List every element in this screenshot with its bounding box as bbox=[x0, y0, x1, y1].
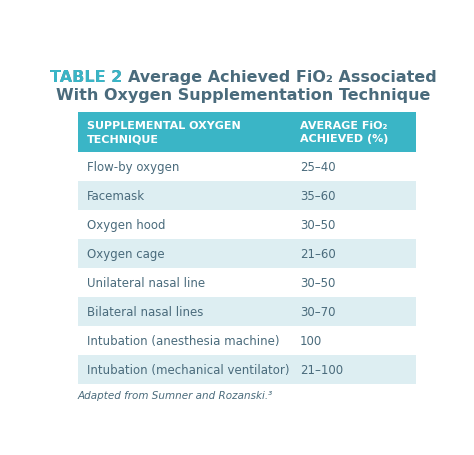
Bar bbox=[78, 182, 416, 211]
Text: Oxygen cage: Oxygen cage bbox=[87, 248, 164, 260]
Text: TABLE 2 Average Achieved FiO₂ Associated: TABLE 2 Average Achieved FiO₂ Associated bbox=[50, 70, 436, 85]
Text: 35–60: 35–60 bbox=[300, 190, 335, 202]
Text: AVERAGE FiO₂
ACHIEVED (%): AVERAGE FiO₂ ACHIEVED (%) bbox=[300, 121, 388, 144]
Text: 25–40: 25–40 bbox=[300, 161, 335, 174]
Text: Flow-by oxygen: Flow-by oxygen bbox=[87, 161, 179, 174]
Text: Bilateral nasal lines: Bilateral nasal lines bbox=[87, 305, 203, 318]
Text: 30–70: 30–70 bbox=[300, 305, 335, 318]
Text: 100: 100 bbox=[300, 334, 322, 347]
Bar bbox=[78, 297, 416, 326]
Text: 30–50: 30–50 bbox=[300, 218, 335, 232]
Text: Intubation (mechanical ventilator): Intubation (mechanical ventilator) bbox=[87, 363, 289, 376]
Text: TABLE 2: TABLE 2 bbox=[50, 70, 122, 85]
Text: 21–100: 21–100 bbox=[300, 363, 343, 376]
Text: SUPPLEMENTAL OXYGEN
TECHNIQUE: SUPPLEMENTAL OXYGEN TECHNIQUE bbox=[87, 121, 240, 144]
Bar bbox=[78, 239, 416, 268]
Text: Facemask: Facemask bbox=[87, 190, 145, 202]
Bar bbox=[78, 355, 416, 384]
Text: Oxygen hood: Oxygen hood bbox=[87, 218, 165, 232]
Text: Unilateral nasal line: Unilateral nasal line bbox=[87, 276, 205, 289]
Text: With Oxygen Supplementation Technique: With Oxygen Supplementation Technique bbox=[56, 87, 430, 102]
Bar bbox=[78, 112, 416, 153]
Text: Adapted from Sumner and Rozanski.³: Adapted from Sumner and Rozanski.³ bbox=[78, 390, 273, 400]
Text: 30–50: 30–50 bbox=[300, 276, 335, 289]
Text: Intubation (anesthesia machine): Intubation (anesthesia machine) bbox=[87, 334, 279, 347]
Text: 21–60: 21–60 bbox=[300, 248, 336, 260]
